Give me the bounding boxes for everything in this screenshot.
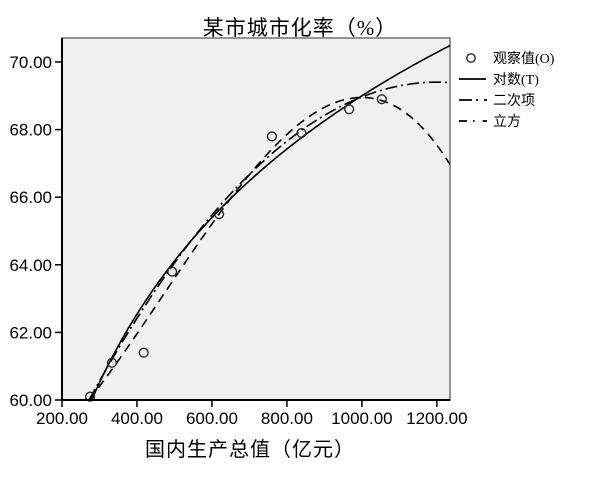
- curve-quadratic: [88, 81, 450, 400]
- legend-label-log: 对数(T): [493, 72, 539, 88]
- legend-label-cubic: 立方: [493, 114, 521, 130]
- legend-label-observed: 观察值(O): [493, 51, 555, 67]
- curves-layer: [88, 44, 450, 400]
- solid-line-icon: [459, 77, 486, 80]
- y-tick-label: 68.00: [9, 121, 52, 140]
- legend-item-observed: 观察值(O): [458, 47, 554, 68]
- x-axis-title: 国内生产总值（亿元）: [145, 439, 355, 461]
- curve-cubic: [88, 96, 450, 400]
- observed-point: [296, 127, 307, 139]
- plot-area: [61, 37, 451, 401]
- x-tick-label: 200.00: [36, 409, 88, 428]
- observed-point: [167, 266, 178, 277]
- x-tick-label: 600.00: [186, 409, 238, 428]
- chart-title: 某市城市化率（%）: [202, 16, 398, 40]
- y-tick-label: 62.00: [9, 323, 52, 342]
- observed-point: [214, 209, 225, 220]
- legend-label-quadratic: 二次项: [493, 93, 535, 109]
- x-tick-label: 400.00: [111, 409, 163, 428]
- observed-point: [376, 94, 387, 105]
- y-tick-label: 60.00: [9, 391, 52, 410]
- dash-dot-line-icon: [459, 98, 487, 101]
- observed-marker-icon: [466, 52, 476, 63]
- observed-point: [266, 131, 278, 142]
- curve-logarithmic: [91, 44, 450, 400]
- x-tick-label: 800.00: [261, 409, 313, 428]
- dash-line-icon: [459, 119, 487, 122]
- y-tick-label: 66.00: [9, 188, 52, 207]
- x-tick-label: 1000.00: [331, 409, 392, 428]
- observed-points-layer: [84, 94, 387, 402]
- observed-point: [106, 357, 118, 368]
- observed-point: [138, 347, 149, 358]
- observed-point: [344, 104, 355, 115]
- legend-item-cubic: 立方: [458, 110, 554, 131]
- legend-item-quadratic: 二次项: [458, 89, 554, 110]
- x-tick-label: 1200.00: [406, 409, 467, 428]
- legend-item-log: 对数(T): [458, 68, 554, 89]
- legend: 观察值(O) 对数(T) 二次项 立方: [458, 47, 554, 131]
- y-tick-label: 70.00: [9, 53, 52, 72]
- y-tick-label: 64.00: [9, 256, 52, 275]
